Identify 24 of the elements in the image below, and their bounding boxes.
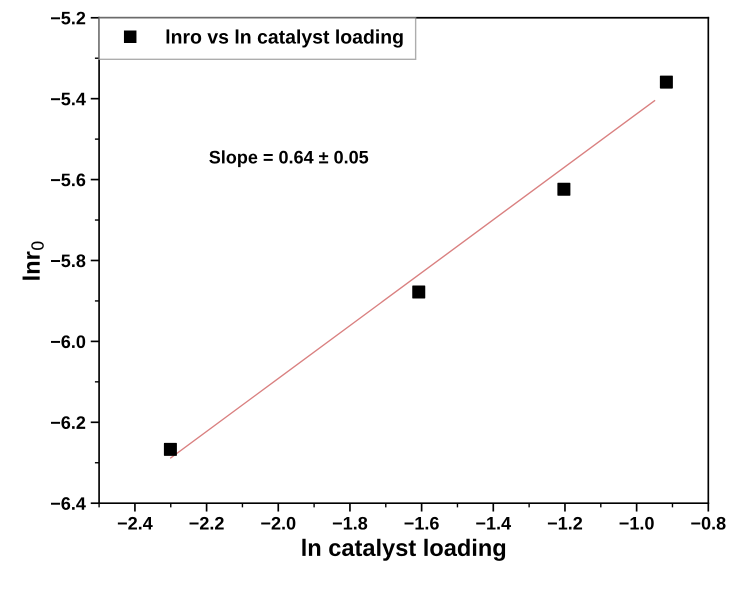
y-tick-label: −5.4 <box>51 92 86 106</box>
y-tick-label: −5.2 <box>51 12 86 24</box>
point <box>660 76 673 89</box>
annotation: Slope = 0.64 ± 0.05 <box>209 150 368 168</box>
y-tick-label: −6.2 <box>51 416 86 430</box>
x-tick-label: −1.4 <box>476 517 512 530</box>
y-tick-label: −5.8 <box>51 254 86 268</box>
x-axis-title: ln catalyst loading <box>302 538 506 561</box>
x-tick-label: −2.2 <box>190 516 224 530</box>
y-axis-title: lnr$_{0}$ <box>22 242 44 280</box>
point <box>557 182 570 196</box>
point <box>164 442 177 456</box>
point <box>412 286 426 299</box>
x-tick-label: −0.8 <box>691 516 726 530</box>
y-tick-label: −6.4 <box>51 497 86 510</box>
x-tick-label: −2.0 <box>261 516 296 530</box>
x-tick-label: −1.0 <box>620 516 654 530</box>
x-tick-label: −1.8 <box>332 516 368 530</box>
legend-label: lnro vs ln catalyst loading <box>166 29 403 48</box>
y-tick-label: −6.0 <box>51 335 86 348</box>
x-tick-label: −1.6 <box>404 516 439 530</box>
x-tick-label: −2.4 <box>118 516 153 530</box>
y-tick-label: −5.6 <box>51 174 86 186</box>
x-tick-label: −1.2 <box>548 516 582 530</box>
